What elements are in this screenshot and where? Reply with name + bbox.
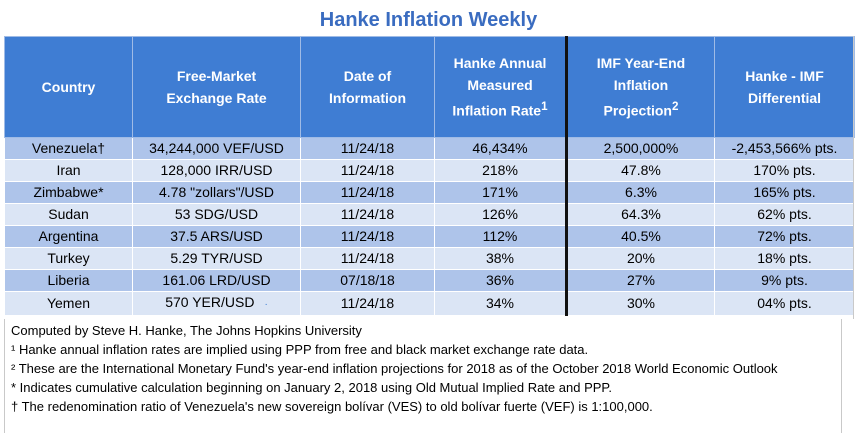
cell-differential: 62% pts. (714, 203, 855, 226)
cell-imf-projection: 64.3% (565, 203, 715, 226)
cell-country: Sudan (4, 203, 133, 226)
footnote-dagger: † The redenomination ratio of Venezuela'… (11, 399, 653, 414)
cell-imf-projection: 20% (565, 247, 715, 270)
header-row: Country Free-Market Exchange Rate Date o… (4, 36, 855, 138)
table-row: Yemen 570 YER/USD · 11/24/18 34% 30% 04% … (4, 291, 855, 316)
cell-exchange-rate: 161.06 LRD/USD (132, 269, 301, 292)
header-date: Date of Information (300, 36, 435, 138)
footnote-marker-2: 2 (671, 100, 679, 114)
table-row: Venezuela† 34,244,000 VEF/USD 11/24/18 4… (4, 137, 855, 160)
cell-exchange-rate: 5.29 TYR/USD (132, 247, 301, 270)
cell-differential: -2,453,566% pts. (714, 137, 855, 160)
cell-differential: 04% pts. (714, 291, 855, 316)
cell-country: Venezuela† (4, 137, 133, 160)
cell-imf-projection: 40.5% (565, 225, 715, 248)
header-differential: Hanke - IMF Differential (714, 36, 855, 138)
cell-country: Zimbabwe* (4, 181, 133, 204)
cell-date: 11/24/18 (300, 291, 435, 316)
cell-exchange-rate: 37.5 ARS/USD (132, 225, 301, 248)
cell-imf-projection: 27% (565, 269, 715, 292)
cell-date: 11/24/18 (300, 137, 435, 160)
footnote-2: ² These are the International Monetary F… (11, 361, 778, 376)
stray-dot: · (264, 299, 268, 310)
cell-country: Yemen (4, 291, 133, 316)
cell-differential: 165% pts. (714, 181, 855, 204)
report-title: Hanke Inflation Weekly (319, 9, 538, 31)
header-exchange-rate: Free-Market Exchange Rate (132, 36, 301, 138)
inflation-table: Country Free-Market Exchange Rate Date o… (4, 36, 855, 316)
cell-hanke-rate: 34% (434, 291, 567, 316)
credit-line: Computed by Steve H. Hanke, The Johns Ho… (11, 323, 362, 338)
footnote-1: ¹ Hanke annual inflation rates are impli… (11, 342, 589, 357)
cell-hanke-rate: 112% (434, 225, 567, 248)
footnotes: Computed by Steve H. Hanke, The Johns Ho… (4, 319, 842, 433)
cell-hanke-rate: 36% (434, 269, 567, 292)
cell-hanke-rate: 38% (434, 247, 567, 270)
table-row: Argentina 37.5 ARS/USD 11/24/18 112% 40.… (4, 225, 855, 248)
cell-exchange-rate: 4.78 "zollars"/USD (132, 181, 301, 204)
cell-date: 11/24/18 (300, 181, 435, 204)
header-imf-projection: IMF Year-End Inflation Projection2 (565, 36, 715, 138)
cell-differential: 170% pts. (714, 159, 855, 182)
table-row: Zimbabwe* 4.78 "zollars"/USD 11/24/18 17… (4, 181, 855, 204)
cell-date: 11/24/18 (300, 159, 435, 182)
cell-date: 11/24/18 (300, 247, 435, 270)
cell-country: Iran (4, 159, 133, 182)
cell-hanke-rate: 46,434% (434, 137, 567, 160)
cell-hanke-rate: 126% (434, 203, 567, 226)
cell-date: 11/24/18 (300, 203, 435, 226)
cell-date: 11/24/18 (300, 225, 435, 248)
table-row: Liberia 161.06 LRD/USD 07/18/18 36% 27% … (4, 269, 855, 292)
table-row: Sudan 53 SDG/USD 11/24/18 126% 64.3% 62%… (4, 203, 855, 226)
footnote-asterisk: * Indicates cumulative calculation begin… (11, 380, 613, 395)
cell-differential: 72% pts. (714, 225, 855, 248)
cell-country: Liberia (4, 269, 133, 292)
cell-imf-projection: 30% (565, 291, 715, 316)
table-row: Iran 128,000 IRR/USD 11/24/18 218% 47.8%… (4, 159, 855, 182)
cell-imf-projection: 6.3% (565, 181, 715, 204)
cell-imf-projection: 2,500,000% (565, 137, 715, 160)
cell-country: Turkey (4, 247, 133, 270)
cell-imf-projection: 47.8% (565, 159, 715, 182)
header-country: Country (4, 36, 133, 138)
cell-differential: 9% pts. (714, 269, 855, 292)
cell-country: Argentina (4, 225, 133, 248)
footnote-marker-1: 1 (541, 100, 548, 114)
table-right-edge (853, 36, 854, 319)
cell-date: 07/18/18 (300, 269, 435, 292)
header-hanke-rate: Hanke Annual Measured Inflation Rate1 (434, 36, 567, 138)
cell-differential: 18% pts. (714, 247, 855, 270)
cell-hanke-rate: 171% (434, 181, 567, 204)
cell-exchange-rate: 570 YER/USD · (132, 291, 301, 316)
cell-exchange-rate: 128,000 IRR/USD (132, 159, 301, 182)
cell-exchange-rate: 53 SDG/USD (132, 203, 301, 226)
cell-exchange-rate: 34,244,000 VEF/USD (132, 137, 301, 160)
table-row: Turkey 5.29 TYR/USD 11/24/18 38% 20% 18%… (4, 247, 855, 270)
cell-hanke-rate: 218% (434, 159, 567, 182)
